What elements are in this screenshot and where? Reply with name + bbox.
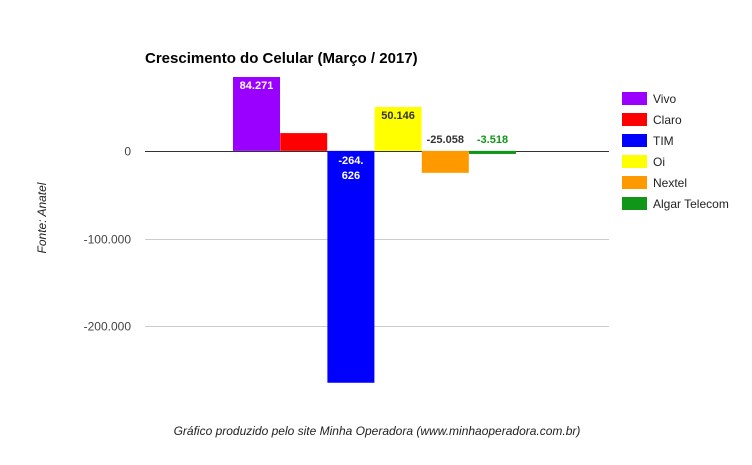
y-tick-label: -100.000 xyxy=(84,233,132,247)
data-label: -264. xyxy=(338,155,363,167)
data-label: -25.058 xyxy=(427,134,464,146)
x-axis-title: Gráfico produzido pelo site Minha Operad… xyxy=(173,424,581,438)
y-tick-label: -200.000 xyxy=(84,320,132,334)
legend-label: Vivo xyxy=(653,91,677,106)
y-tick-label: 0 xyxy=(124,145,131,159)
data-label: 626 xyxy=(342,170,360,182)
legend-label: TIM xyxy=(653,133,674,148)
legend-label: Oi xyxy=(653,154,665,169)
chart-title: Crescimento do Celular (Março / 2017) xyxy=(145,50,418,67)
legend-item: Algar Telecom xyxy=(622,193,729,214)
data-label: 50.146 xyxy=(381,110,415,122)
data-label: 20.288 xyxy=(287,116,321,128)
legend-item: Vivo xyxy=(622,88,729,109)
bar-algar-telecom xyxy=(469,150,516,154)
legend-swatch xyxy=(622,113,647,126)
legend-label: Algar Telecom xyxy=(653,196,729,211)
legend-swatch xyxy=(622,176,647,189)
legend-swatch xyxy=(622,155,647,168)
legend-swatch xyxy=(622,92,647,105)
data-label: -3.518 xyxy=(477,134,508,146)
legend-item: TIM xyxy=(622,130,729,151)
legend-swatch xyxy=(622,134,647,147)
legend-label: Claro xyxy=(653,112,682,127)
bar-tim xyxy=(327,150,375,383)
legend-item: Nextel xyxy=(622,172,729,193)
bar-oi xyxy=(374,106,422,151)
legend-item: Oi xyxy=(622,151,729,172)
legend: Vivo Claro TIM Oi Nextel Algar Telecom xyxy=(622,88,729,214)
bar-nextel xyxy=(421,150,469,173)
legend-item: Claro xyxy=(622,109,729,130)
legend-swatch xyxy=(622,197,647,210)
legend-label: Nextel xyxy=(653,175,688,190)
bar-vivo xyxy=(233,77,280,151)
bar-claro xyxy=(280,133,328,151)
data-label: 84.271 xyxy=(240,80,274,92)
